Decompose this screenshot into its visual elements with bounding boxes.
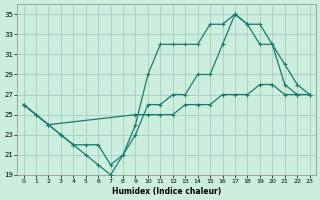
X-axis label: Humidex (Indice chaleur): Humidex (Indice chaleur) — [112, 187, 221, 196]
